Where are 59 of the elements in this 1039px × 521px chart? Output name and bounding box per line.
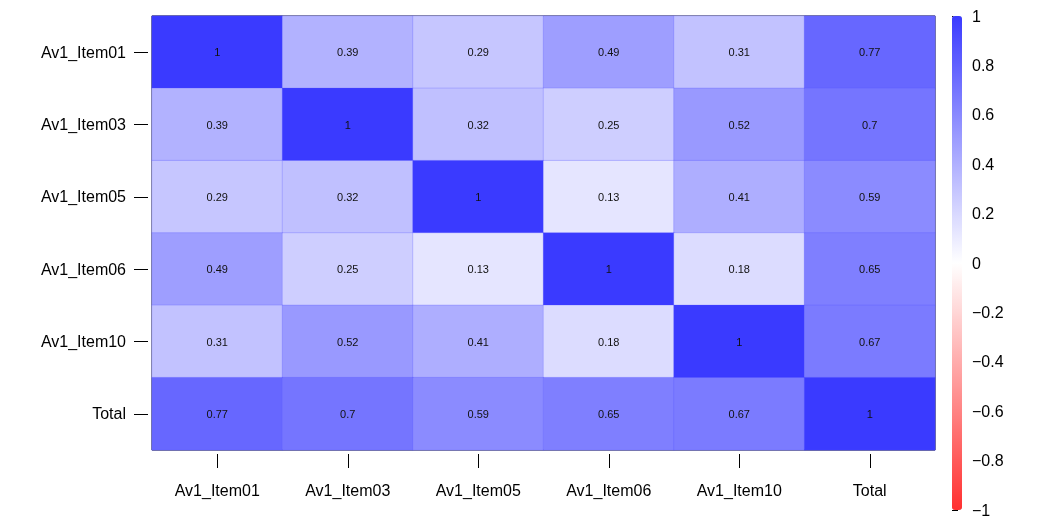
x-tick-label: Total [852, 481, 887, 499]
data-label: 0.77 [859, 46, 881, 59]
y-tick-label: Av1_Item05 [40, 188, 127, 207]
data-label: 0.13 [467, 263, 489, 276]
data-label: 0.18 [598, 335, 620, 348]
color-bar-label: 0.6 [972, 106, 995, 124]
data-label: 0.31 [206, 335, 228, 348]
y-tick-label: Total [92, 405, 126, 423]
color-bar-label: 0 [972, 254, 981, 272]
x-tick-label: Av1_Item05 [435, 481, 521, 500]
data-label: 0.39 [337, 46, 359, 59]
data-label: 0.52 [728, 118, 750, 131]
data-label: 0.41 [728, 190, 750, 203]
data-label: 0.29 [467, 46, 489, 59]
data-label: 1 [344, 118, 351, 131]
x-tick-label: Av1_Item10 [696, 481, 782, 500]
y-tick-label: Av1_Item01 [40, 43, 127, 62]
x-tick-label: Av1_Item06 [566, 481, 652, 500]
data-label: 0.39 [206, 118, 228, 131]
data-label: 0.32 [467, 118, 489, 131]
data-label: 1 [605, 263, 612, 276]
data-label: 0.7 [340, 407, 356, 420]
data-label: 0.67 [859, 335, 881, 348]
data-label: 0.25 [598, 118, 620, 131]
y-tick-label: Av1_Item10 [40, 333, 127, 351]
data-label: 0.29 [206, 190, 228, 203]
data-label: 0.49 [598, 46, 620, 59]
data-label: 0.52 [337, 335, 359, 348]
color-bar-label: 0.8 [972, 56, 995, 74]
color-bar-label: −0.2 [972, 303, 1004, 321]
data-label: 0.18 [728, 263, 750, 276]
data-label: 0.31 [728, 46, 750, 59]
data-label: 0.25 [337, 263, 359, 276]
color-bar-label: 0.4 [972, 155, 995, 173]
color-bar-label: −0.4 [972, 353, 1004, 371]
data-label: 0.32 [337, 190, 359, 203]
data-label: 1 [475, 190, 482, 203]
color-bar-label: 1 [972, 7, 981, 25]
data-label: 0.13 [598, 190, 620, 203]
y-tick-label: Av1_Item06 [40, 260, 127, 279]
color-bar-label: −0.8 [972, 452, 1004, 470]
color-bar-label: 0.2 [972, 205, 995, 223]
data-label: 0.65 [598, 407, 620, 420]
data-label: 1 [866, 407, 873, 420]
x-tick-label: Av1_Item03 [305, 481, 391, 500]
color-bar-label: −1 [972, 501, 991, 519]
data-label: 0.77 [206, 407, 228, 420]
x-tick-label: Av1_Item01 [174, 481, 260, 500]
data-label: 0.67 [728, 407, 750, 420]
data-label: 0.65 [859, 263, 881, 276]
data-label: 0.41 [467, 335, 489, 348]
data-label: 0.7 [862, 118, 878, 131]
data-label: 0.59 [859, 190, 881, 203]
y-tick-label: Av1_Item03 [40, 116, 127, 134]
color-bar-label: −0.6 [972, 402, 1004, 420]
data-label: 1 [736, 335, 743, 348]
data-label: 0.49 [206, 263, 228, 276]
data-label: 1 [214, 46, 221, 59]
data-label: 0.59 [467, 407, 489, 420]
